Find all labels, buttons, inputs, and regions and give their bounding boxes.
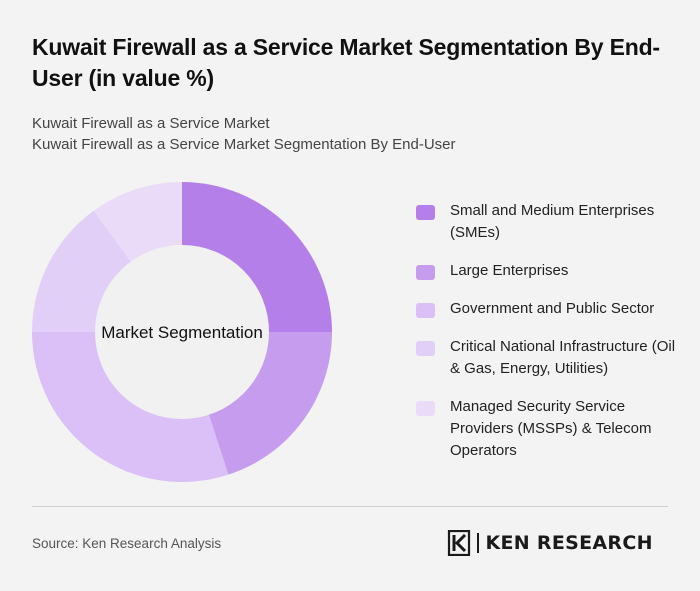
legend-item-large-enterprises: Large Enterprises: [416, 260, 686, 282]
legend-label-mssps: Managed Security Service Providers (MSSP…: [450, 398, 652, 459]
legend-swatch-mssps: [416, 401, 435, 416]
logo-separator: [477, 533, 479, 553]
legend-item-smes: Small and Medium Enterprises (SMEs): [416, 200, 686, 244]
subtitle-line-1: Kuwait Firewall as a Service Market: [32, 115, 270, 132]
legend-swatch-smes: [416, 205, 435, 220]
legend: Small and Medium Enterprises (SMEs) Larg…: [416, 200, 686, 478]
chart-title: Kuwait Firewall as a Service Market Segm…: [32, 34, 660, 91]
logo-text: KEN RESEARCH: [485, 532, 653, 554]
legend-swatch-government: [416, 303, 435, 318]
ken-research-logo-icon: [447, 530, 471, 556]
donut-hole: [95, 245, 269, 419]
donut-chart: Market Segmentation: [32, 182, 332, 483]
center-label: Market Segmentation: [101, 323, 263, 342]
legend-item-critical-infrastructure: Critical National Infrastructure (Oil & …: [416, 336, 686, 380]
legend-swatch-large-enterprises: [416, 265, 435, 280]
source-note: Source: Ken Research Analysis: [32, 536, 222, 551]
legend-label-critical-infrastructure: Critical National Infrastructure (Oil & …: [450, 338, 676, 377]
footer-divider: [32, 506, 668, 507]
legend-label-large-enterprises: Large Enterprises: [450, 262, 569, 279]
subtitle: Kuwait Firewall as a Service Market Kuwa…: [32, 113, 456, 155]
legend-item-government: Government and Public Sector: [416, 298, 686, 320]
legend-item-mssps: Managed Security Service Providers (MSSP…: [416, 396, 686, 462]
legend-swatch-critical-infrastructure: [416, 341, 435, 356]
legend-label-smes: Small and Medium Enterprises (SMEs): [450, 202, 655, 241]
subtitle-line-2: Kuwait Firewall as a Service Market Segm…: [32, 136, 456, 153]
ken-research-logo: KEN RESEARCH: [447, 530, 653, 556]
legend-label-government: Government and Public Sector: [450, 300, 655, 317]
